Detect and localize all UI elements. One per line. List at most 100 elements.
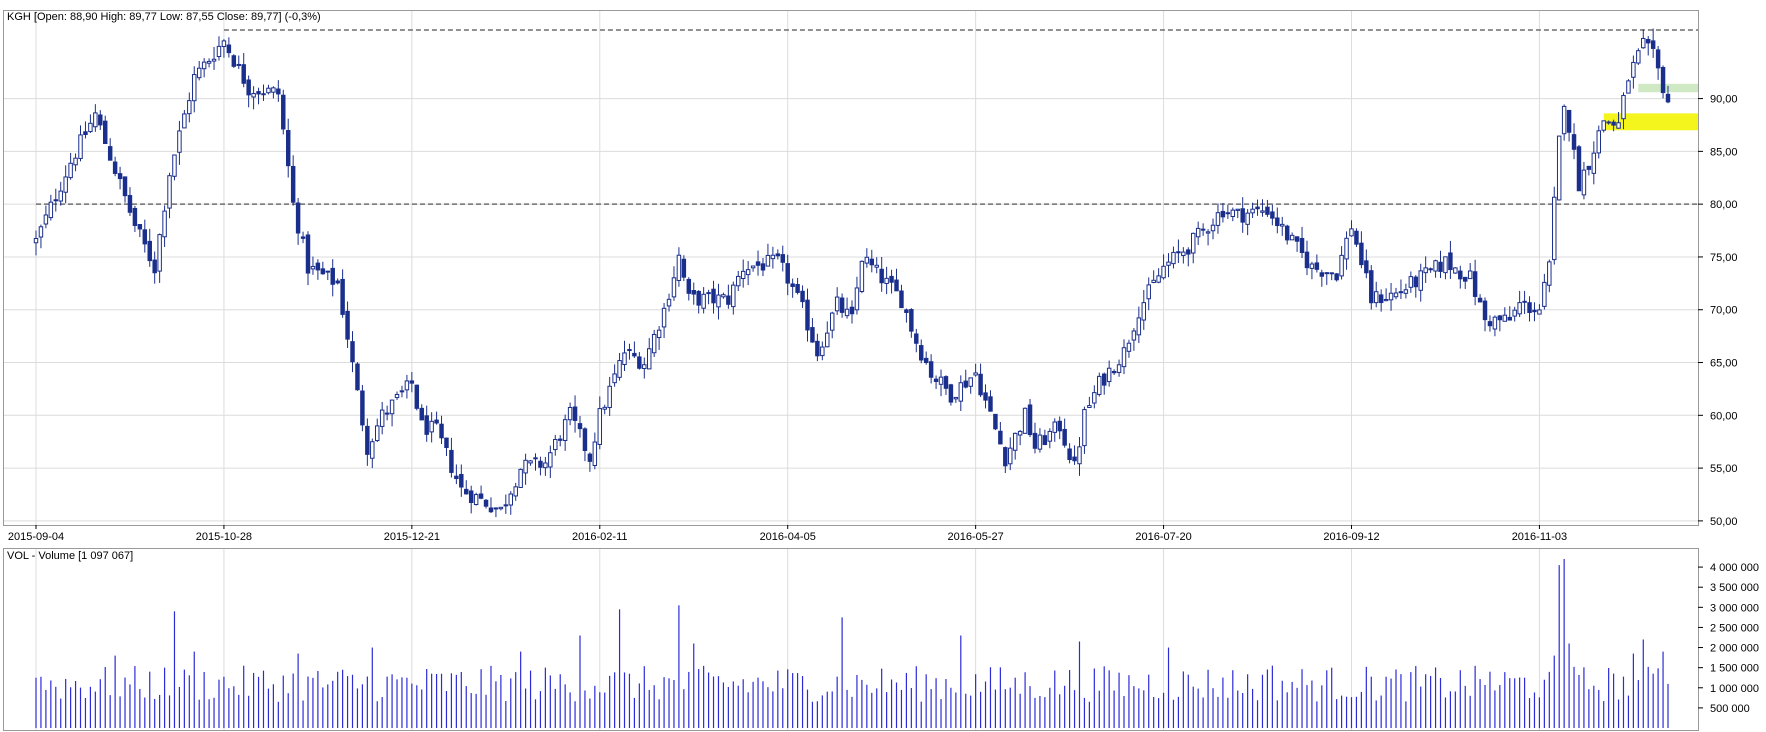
candle-up — [1512, 309, 1517, 317]
candle-up — [88, 122, 93, 133]
candle-up — [562, 419, 568, 441]
candle-down — [1275, 217, 1280, 227]
candle-up — [1022, 407, 1028, 434]
candle-up — [642, 364, 647, 369]
candle-down — [557, 438, 563, 441]
candle-up — [58, 190, 63, 202]
candle-up — [1631, 61, 1636, 78]
candle-down — [439, 423, 444, 439]
candle-down — [290, 166, 296, 203]
candle-down — [923, 357, 929, 364]
candle-down — [365, 425, 370, 455]
candle-up — [567, 406, 573, 421]
candle-down — [1611, 121, 1616, 126]
candle-up — [48, 201, 54, 219]
candle-up — [1047, 430, 1053, 442]
volume-y-tick-label: 3 500 000 — [1710, 582, 1759, 594]
candle-up — [1210, 224, 1216, 232]
candle-down — [810, 327, 815, 343]
candle-up — [543, 462, 548, 469]
candle-up — [1537, 309, 1542, 315]
candle-down — [869, 258, 875, 266]
candle-up — [271, 87, 276, 93]
candle-up — [266, 87, 271, 94]
price-x-axis: 2015-09-04 2015-10-28 2015-12-21 2016-02-11… — [8, 525, 1567, 543]
candle-up — [43, 214, 49, 225]
candle-down — [899, 290, 904, 309]
candle-up — [938, 376, 944, 385]
candle-up — [721, 294, 726, 298]
candle-up — [1398, 291, 1404, 294]
candle-up — [1077, 446, 1082, 465]
candle-up — [1181, 251, 1186, 256]
candle-up — [1502, 314, 1508, 322]
x-tick-label: 2015-12-21 — [384, 531, 440, 543]
candle-up — [1191, 232, 1196, 254]
candle-down — [98, 114, 103, 126]
candle-up — [701, 293, 706, 309]
candle-up — [1552, 196, 1557, 261]
candle-down — [409, 380, 415, 384]
candle-down — [1220, 210, 1226, 218]
candle-up — [770, 254, 776, 260]
candle-up — [1151, 279, 1156, 284]
candle-up — [68, 162, 73, 179]
candle-down — [805, 299, 810, 331]
candle-down — [998, 430, 1003, 445]
candle-up — [1106, 367, 1112, 383]
candle-up — [1082, 409, 1087, 447]
candle-up — [172, 154, 177, 177]
candle-down — [983, 392, 988, 401]
candle-down — [295, 202, 301, 234]
candle-up — [38, 226, 44, 238]
candle-up — [1012, 432, 1018, 451]
candle-down — [464, 488, 469, 495]
candle-up — [63, 176, 68, 193]
candle-down — [300, 236, 306, 239]
x-tick-label: 2016-09-12 — [1323, 531, 1379, 543]
candle-down — [691, 290, 696, 295]
candle-up — [518, 468, 523, 488]
price-candles — [33, 28, 1671, 518]
candle-down — [1378, 294, 1384, 304]
candle-up — [1433, 260, 1438, 272]
candle-down — [587, 453, 593, 462]
candle-up — [958, 382, 964, 402]
candle-down — [538, 460, 543, 468]
candle-down — [582, 428, 588, 451]
candle-up — [627, 349, 632, 352]
candle-down — [419, 407, 424, 421]
candle-down — [894, 279, 899, 292]
candle-down — [1284, 225, 1290, 241]
candle-down — [1304, 251, 1310, 269]
candle-up — [508, 493, 513, 506]
candle-up — [1141, 302, 1147, 321]
candle-down — [285, 130, 291, 167]
candle-down — [948, 384, 954, 403]
price-y-axis: 50,00 55,00 60,00 65,00 70,00 75,00 80,00 85,00… — [1698, 94, 1738, 528]
candle-down — [399, 390, 405, 393]
volume-info-label: VOL - Volume [1 097 067] — [7, 550, 133, 562]
candle-down — [350, 341, 355, 363]
x-tick-label: 2016-11-03 — [1512, 531, 1567, 543]
candle-down — [711, 288, 716, 304]
candle-up — [177, 130, 182, 153]
candle-up — [375, 425, 380, 442]
candle-down — [53, 199, 59, 202]
candle-down — [478, 493, 484, 499]
x-tick-label: 2015-10-28 — [196, 531, 252, 543]
candle-down — [1655, 49, 1661, 69]
candle-up — [1146, 284, 1151, 300]
candle-up — [1339, 254, 1344, 277]
candle-up — [973, 372, 978, 376]
candle-up — [1309, 263, 1315, 269]
candle-down — [1265, 206, 1270, 215]
candle-up — [201, 61, 207, 70]
candle-up — [216, 45, 222, 58]
candle-down — [1448, 252, 1453, 271]
candle-down — [335, 280, 340, 284]
candle-down — [1072, 456, 1077, 462]
candle-up — [884, 277, 889, 284]
volume-y-tick-label: 4 000 000 — [1710, 562, 1759, 574]
candle-down — [637, 356, 642, 369]
